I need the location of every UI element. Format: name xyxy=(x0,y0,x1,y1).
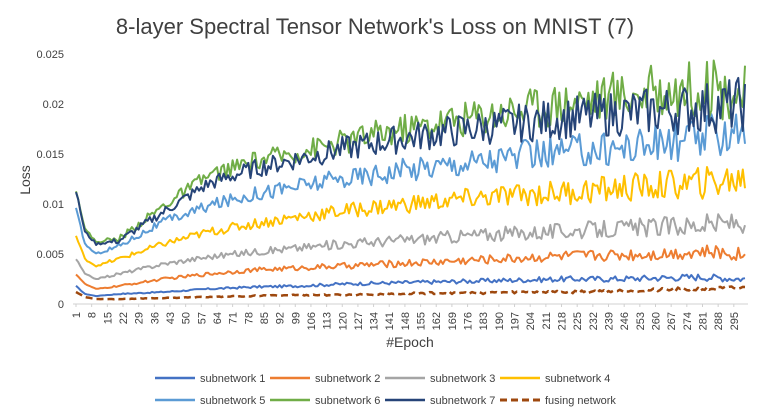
series-line-1 xyxy=(75,273,746,298)
y-tick-label: 0 xyxy=(58,299,64,311)
legend-label-8: fusing network xyxy=(545,395,616,407)
x-tick-label: 211 xyxy=(541,312,553,330)
series-line-5 xyxy=(75,113,746,255)
x-tick-label: 99 xyxy=(290,312,302,324)
x-tick-label: 71 xyxy=(228,312,240,324)
x-tick-label: 120 xyxy=(337,312,349,330)
series-line-8 xyxy=(75,285,746,301)
y-tick-label: 0.005 xyxy=(36,249,64,261)
x-tick-label: 1 xyxy=(71,312,83,318)
x-tick-label: 134 xyxy=(369,312,381,330)
x-tick-label: 288 xyxy=(713,312,725,330)
x-tick-label: 253 xyxy=(635,312,647,330)
x-tick-label: 29 xyxy=(134,312,146,324)
x-tick-label: 239 xyxy=(604,312,616,330)
x-tick-label: 50 xyxy=(181,312,193,324)
x-tick-label: 218 xyxy=(557,312,569,330)
x-tick-label: 78 xyxy=(243,312,255,324)
x-tick-label: 190 xyxy=(494,312,506,330)
x-tick-label: 64 xyxy=(212,312,224,324)
x-tick-label: 176 xyxy=(463,312,475,330)
x-tick-label: 155 xyxy=(416,312,428,330)
x-tick-label: 274 xyxy=(682,312,694,330)
x-tick-label: 232 xyxy=(588,312,600,330)
x-tick-label: 113 xyxy=(322,312,334,330)
x-tick-label: 204 xyxy=(525,312,537,330)
legend-label-6: subnetwork 6 xyxy=(315,395,380,407)
x-tick-label: 57 xyxy=(196,312,208,324)
x-tick-label: 106 xyxy=(306,312,318,330)
x-tick-label: 15 xyxy=(102,312,114,324)
x-tick-label: 295 xyxy=(729,312,741,330)
series-line-4 xyxy=(75,166,746,268)
x-tick-label: 162 xyxy=(431,312,443,330)
x-tick-label: 183 xyxy=(478,312,490,330)
legend: subnetwork 1 subnetwork 2 subnetwork 3 subn… xyxy=(155,373,616,407)
x-tick-label: 260 xyxy=(651,312,663,330)
x-axis-label: #Epoch xyxy=(386,334,433,350)
x-tick-label: 127 xyxy=(353,312,365,330)
chart-title: 8-layer Spectral Tensor Network's Loss o… xyxy=(116,14,634,39)
x-tick-label: 141 xyxy=(384,312,396,330)
y-tick-label: 0.02 xyxy=(43,99,64,111)
y-tick-label: 0.015 xyxy=(36,149,64,161)
series-group xyxy=(75,59,746,301)
y-axis-label: Loss xyxy=(17,165,33,195)
x-tick-label: 85 xyxy=(259,312,271,324)
legend-label-2: subnetwork 2 xyxy=(315,373,380,385)
legend-label-1: subnetwork 1 xyxy=(200,373,265,385)
series-line-7 xyxy=(75,76,746,246)
legend-label-7: subnetwork 7 xyxy=(430,395,495,407)
legend-label-3: subnetwork 3 xyxy=(430,373,495,385)
x-tick-label: 225 xyxy=(572,312,584,330)
series-line-3 xyxy=(75,213,746,280)
series-line-2 xyxy=(75,244,746,290)
y-tick-label: 0.01 xyxy=(43,199,64,211)
x-tick-label: 197 xyxy=(510,312,522,330)
x-tick-label: 246 xyxy=(619,312,631,330)
x-tick-label: 281 xyxy=(697,312,709,330)
x-tick-label: 36 xyxy=(149,312,161,324)
x-axis-ticks: 1 8 15 22 29 36 43 50 57 64 71 78 85 92 99 106 113 120 127… xyxy=(71,304,741,330)
x-tick-label: 92 xyxy=(275,312,287,324)
x-tick-label: 22 xyxy=(118,312,130,324)
x-tick-label: 8 xyxy=(87,312,99,318)
x-tick-label: 148 xyxy=(400,312,412,330)
legend-label-4: subnetwork 4 xyxy=(545,373,610,385)
y-tick-label: 0.025 xyxy=(36,49,64,61)
x-tick-label: 267 xyxy=(666,312,678,330)
legend-label-5: subnetwork 5 xyxy=(200,395,265,407)
x-tick-label: 169 xyxy=(447,312,459,330)
y-axis-ticks: 0 0.005 0.01 0.015 0.02 0.025 xyxy=(36,49,64,311)
x-tick-label: 43 xyxy=(165,312,177,324)
